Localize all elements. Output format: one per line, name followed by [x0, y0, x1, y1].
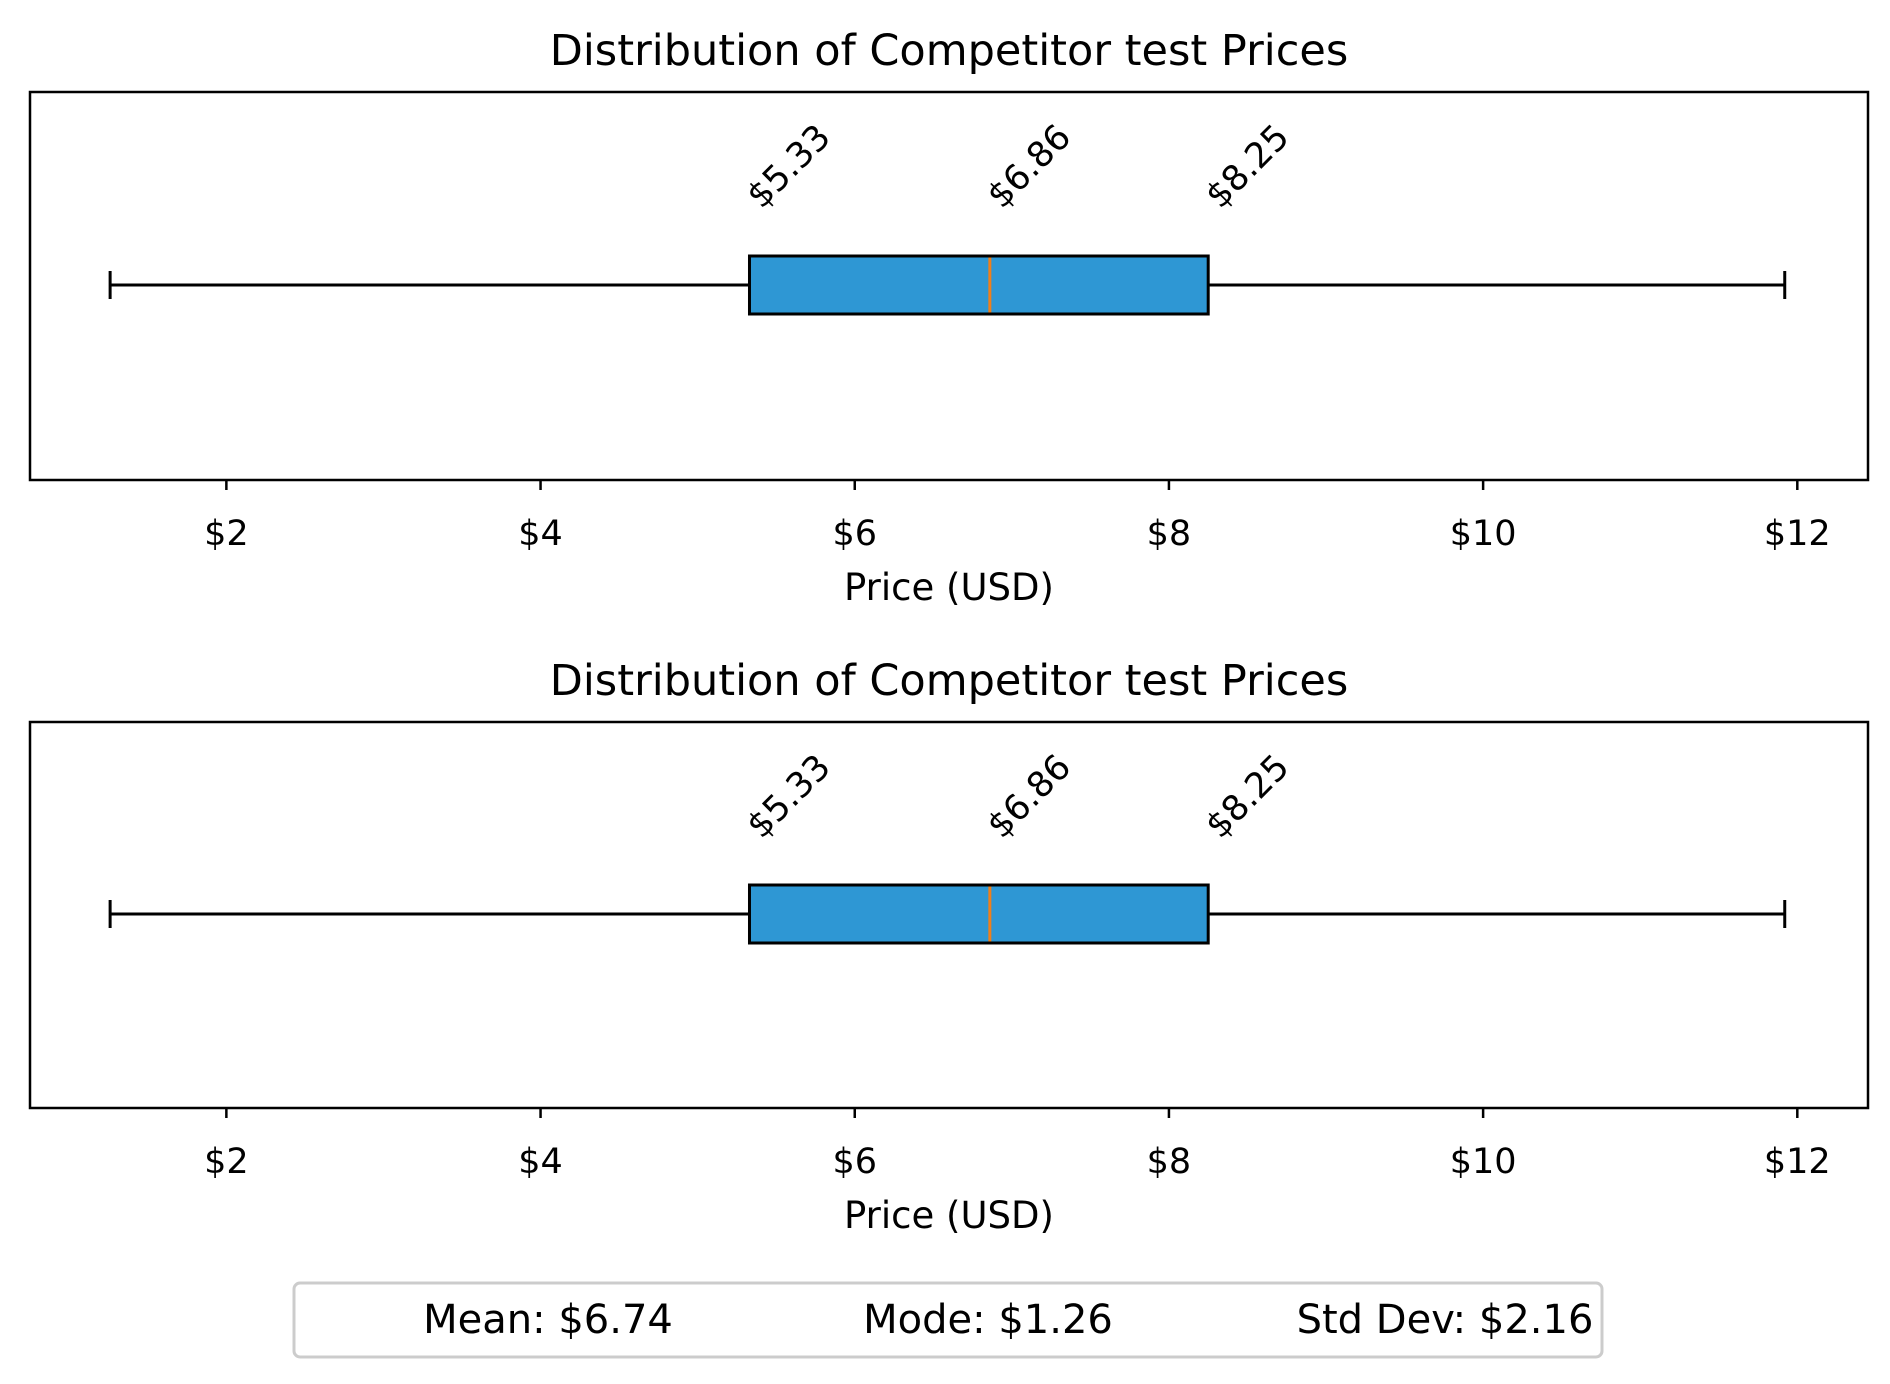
stats-legend: Mean: $6.74 Mode: $1.26 Std Dev: $2.16 [292, 1281, 1604, 1359]
x-tick-label: $12 [1764, 514, 1831, 554]
iqr-box [747, 883, 1210, 945]
stat-mean: Mean: $6.74 [423, 1297, 673, 1343]
x-tick-label: $4 [518, 514, 563, 554]
x-tick-label: $2 [204, 514, 249, 554]
x-tick-label: $4 [518, 1142, 563, 1182]
x-tick-label: $10 [1450, 514, 1517, 554]
iqr-box [747, 254, 1210, 316]
axes-frame [28, 90, 1870, 482]
x-tick-label: $12 [1764, 1142, 1831, 1182]
x-tick-label: $6 [832, 514, 877, 554]
x-tick-label: $8 [1147, 1142, 1192, 1182]
stat-mode: Mode: $1.26 [863, 1297, 1113, 1343]
x-tick-label: $2 [204, 1142, 249, 1182]
x-axis-label: Price (USD) [844, 1194, 1054, 1237]
x-tick-label: $10 [1450, 1142, 1517, 1182]
x-axis-label: Price (USD) [844, 566, 1054, 609]
chart-title: Distribution of Competitor test Prices [550, 26, 1348, 76]
stat-std-dev: Std Dev: $2.16 [1297, 1297, 1594, 1343]
chart-title: Distribution of Competitor test Prices [550, 656, 1348, 706]
stats-legend-frame [292, 1281, 1604, 1359]
x-tick-label: $8 [1147, 514, 1192, 554]
x-tick-label: $6 [832, 1142, 877, 1182]
axes-frame [28, 720, 1870, 1110]
